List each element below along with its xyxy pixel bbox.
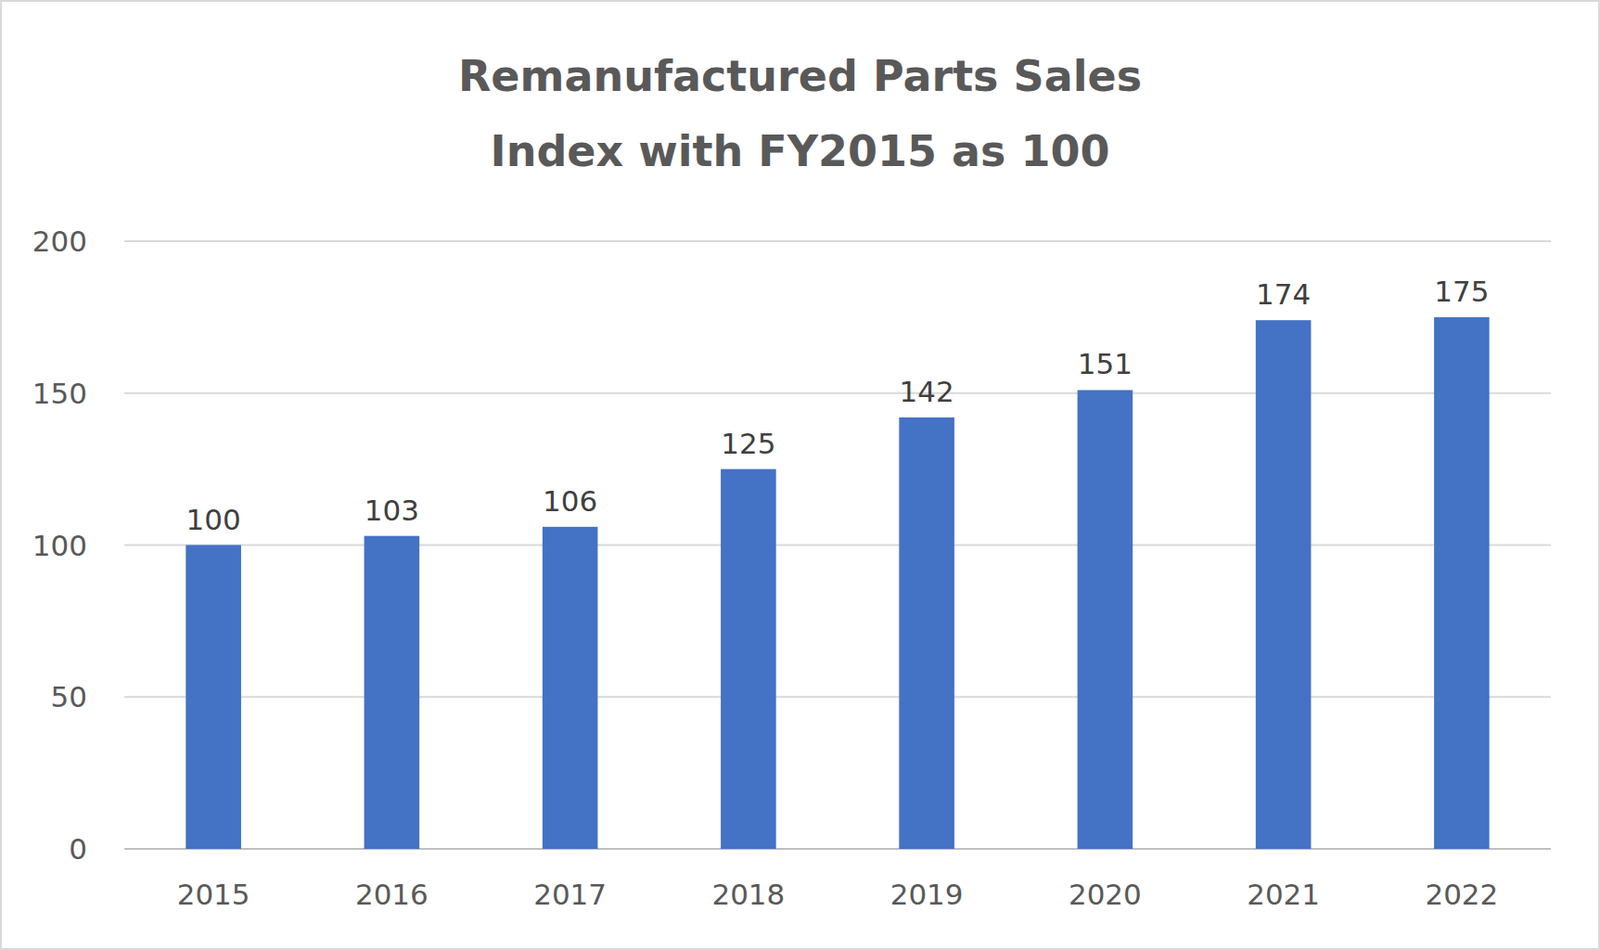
grid-line [124, 392, 1551, 395]
x-tick-label: 2020 [1068, 877, 1142, 911]
subtitle: Index with FY2015 as 100 [490, 126, 1111, 177]
x-tick-label: 2021 [1246, 877, 1320, 911]
bar [1433, 317, 1490, 849]
y-tick-label: 0 [68, 832, 88, 866]
y-tick-label: 50 [51, 679, 88, 714]
grid-line [124, 240, 1551, 243]
chart: Remanufactured Parts Sales Index with FY2… [0, 0, 1600, 950]
bars [185, 317, 1489, 849]
bar [898, 417, 955, 849]
x-tick-label: 2018 [711, 877, 785, 911]
grid-line [124, 847, 1551, 850]
data-label: 125 [720, 426, 776, 461]
data-label: 103 [364, 493, 420, 527]
grid-line [124, 695, 1551, 698]
data-label: 174 [1255, 277, 1311, 311]
chart-root: Remanufactured Parts Sales Index with FY2… [0, 0, 1600, 950]
grid-line [124, 544, 1551, 547]
bar [720, 469, 777, 849]
chart-border [0, 0, 1600, 949]
grid [124, 241, 1551, 849]
labels: 100 103 106 125 142 151 174 175 [186, 274, 1490, 537]
bar [542, 526, 599, 849]
x-tick-label: 2016 [355, 877, 429, 911]
data-label: 175 [1433, 274, 1489, 308]
y-tick-label: 100 [32, 528, 88, 563]
x-tick-label: 2022 [1424, 877, 1498, 911]
x-tick-label: 2017 [533, 877, 607, 911]
data-label: 106 [542, 484, 598, 518]
y-tick-label: 200 [32, 224, 88, 258]
data-label: 100 [186, 502, 242, 537]
bar [1077, 389, 1134, 849]
x-tick-label: 2015 [177, 877, 251, 911]
bar [364, 536, 421, 849]
title: Remanufactured Parts Sales [458, 51, 1142, 102]
bar [185, 545, 242, 850]
y-tick-label: 150 [32, 376, 88, 410]
bar [1255, 320, 1312, 849]
data-label: 142 [899, 374, 955, 409]
x-tick-label: 2019 [890, 877, 964, 911]
data-label: 151 [1077, 346, 1133, 381]
